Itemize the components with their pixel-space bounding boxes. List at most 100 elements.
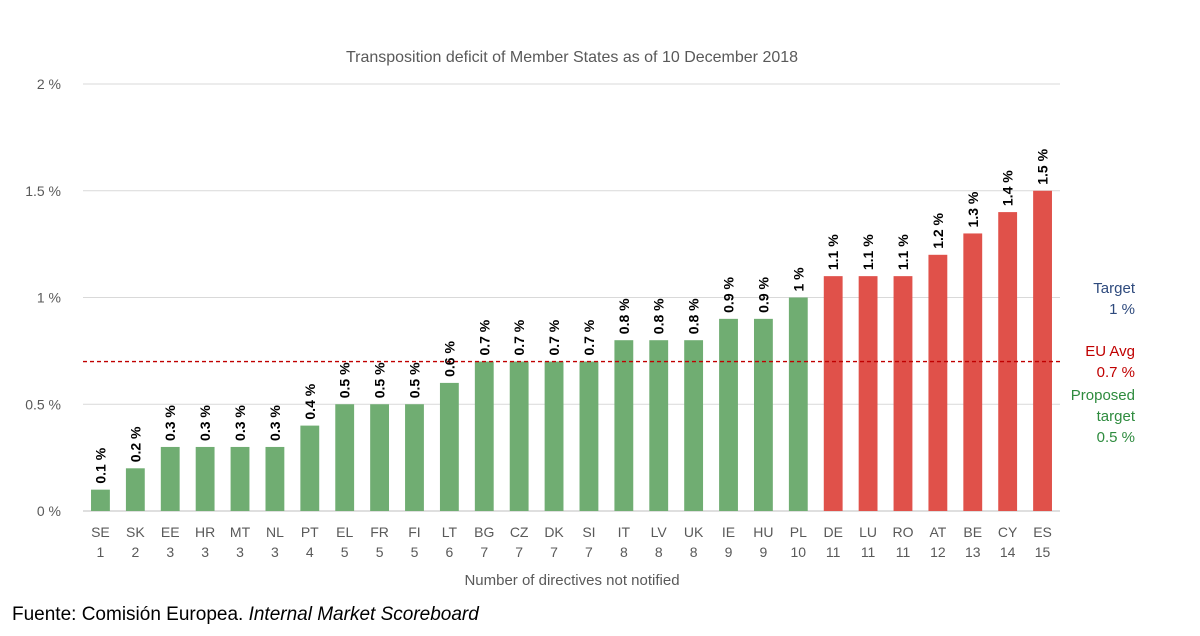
bar-el: [335, 404, 355, 511]
data-label: 1.1 %: [895, 234, 911, 270]
x-tick-directives: 3: [201, 544, 209, 560]
annotation-line: 1 %: [1109, 301, 1135, 318]
data-label: 0.1 %: [92, 447, 108, 483]
bar-pt: [300, 425, 320, 511]
annotation-line: EU Avg: [1085, 343, 1135, 360]
x-tick-directives: 8: [690, 544, 698, 560]
x-tick-country: HR: [195, 524, 215, 540]
x-tick-country: PT: [301, 524, 319, 540]
x-tick-country: EL: [336, 524, 353, 540]
x-tick-directives: 6: [445, 544, 453, 560]
data-label: 0.5 %: [406, 362, 422, 398]
x-tick-country: IE: [722, 524, 735, 540]
x-tick-country: DK: [544, 524, 564, 540]
x-tick-country: BG: [474, 524, 494, 540]
target-annotation: Target 1 %: [1093, 280, 1136, 318]
data-label: 0.8 %: [686, 298, 702, 334]
x-axis: SE 1 SK 2 EE 3 HR 3 MT 3 NL 3 PT 4 EL 5 FR 5 FI 5 LT 6 BG 7 CZ 7 D…: [91, 524, 1052, 560]
y-tick-label: 1 %: [37, 290, 61, 306]
data-label: 1.1 %: [860, 234, 876, 270]
data-label: 0.9 %: [755, 276, 771, 312]
data-label: 1.4 %: [1000, 170, 1016, 206]
x-tick-directives: 5: [411, 544, 419, 560]
x-tick-country: MT: [230, 524, 251, 540]
data-label: 0.9 %: [721, 276, 737, 312]
bar-pl: [788, 297, 808, 511]
bar-lv: [649, 340, 669, 511]
data-label: 0.7 %: [511, 319, 527, 355]
source-note: Fuente: Comisión Europea. Internal Marke…: [12, 604, 479, 626]
bar-fr: [370, 404, 390, 511]
x-tick-country: AT: [929, 524, 946, 540]
x-tick-directives: 5: [341, 544, 349, 560]
bar-lu: [858, 276, 878, 511]
proposed-target-annotation: Proposed target 0.5 %: [1071, 387, 1136, 446]
bar-at: [928, 254, 948, 512]
x-tick-country: PL: [790, 524, 807, 540]
bar-lt: [439, 382, 459, 511]
bar-bg: [474, 361, 494, 511]
bars: [91, 190, 1052, 512]
data-label: 0.7 %: [476, 319, 492, 355]
x-tick-directives: 10: [791, 544, 807, 560]
y-tick-label: 2 %: [37, 76, 61, 92]
bar-nl: [265, 446, 285, 511]
x-tick-directives: 5: [376, 544, 384, 560]
x-tick-country: ES: [1033, 524, 1052, 540]
x-tick-country: CY: [998, 524, 1018, 540]
x-tick-country: SK: [126, 524, 145, 540]
x-tick-country: CZ: [510, 524, 529, 540]
x-tick-directives: 2: [131, 544, 139, 560]
x-tick-country: NL: [266, 524, 284, 540]
data-label: 0.8 %: [616, 298, 632, 334]
bar-cz: [509, 361, 529, 511]
x-tick-directives: 11: [861, 544, 876, 560]
bar-mt: [230, 446, 250, 511]
bar-ie: [719, 318, 738, 511]
source-prefix: Fuente: Comisión Europea.: [12, 604, 249, 625]
x-tick-directives: 3: [271, 544, 279, 560]
bar-de: [823, 276, 843, 511]
x-tick-country: LU: [859, 524, 877, 540]
annotation-line: 0.5 %: [1097, 429, 1135, 446]
bar-si: [579, 361, 599, 511]
x-tick-country: DE: [823, 524, 842, 540]
x-tick-directives: 7: [550, 544, 558, 560]
x-tick-country: UK: [684, 524, 704, 540]
x-tick-directives: 8: [620, 544, 628, 560]
annotation-line: 0.7 %: [1097, 364, 1135, 381]
data-label: 0.3 %: [232, 405, 248, 441]
bar-fi: [405, 404, 424, 511]
bar-dk: [544, 361, 564, 511]
data-labels: 0.1 % 0.2 % 0.3 % 0.3 % 0.3 % 0.3 % 0.4 % 0.5 %…: [92, 148, 1050, 483]
annotation-line: Target: [1093, 280, 1136, 297]
x-tick-directives: 3: [166, 544, 174, 560]
x-tick-country: LV: [651, 524, 668, 540]
data-label: 0.3 %: [197, 405, 213, 441]
data-label: 0.3 %: [267, 405, 283, 441]
data-label: 0.4 %: [302, 383, 318, 419]
side-annotations: Target 1 % EU Avg 0.7 % Proposed target 0.5 %: [1071, 280, 1136, 446]
x-tick-directives: 11: [896, 544, 911, 560]
x-tick-directives: 3: [236, 544, 244, 560]
x-tick-country: SI: [582, 524, 595, 540]
gridlines: [83, 83, 1060, 512]
y-axis: 0 % 0.5 % 1 % 1.5 % 2 %: [25, 76, 61, 519]
x-tick-directives: 8: [655, 544, 663, 560]
bar-it: [614, 340, 634, 511]
x-tick-directives: 7: [480, 544, 488, 560]
data-label: 1.2 %: [930, 212, 946, 248]
bar-sk: [125, 468, 145, 511]
bar-hr: [195, 446, 215, 511]
data-label: 0.7 %: [581, 319, 597, 355]
x-tick-country: EE: [161, 524, 180, 540]
x-axis-label: Number of directives not notified: [464, 572, 679, 589]
data-label: 0.6 %: [441, 341, 457, 377]
data-label: 0.8 %: [651, 298, 667, 334]
data-label: 1.5 %: [1035, 148, 1051, 184]
bar-se: [91, 489, 110, 511]
data-label: 0.5 %: [337, 362, 353, 398]
bar-uk: [684, 340, 704, 511]
data-label: 1 %: [790, 267, 806, 292]
bar-ro: [893, 276, 913, 511]
